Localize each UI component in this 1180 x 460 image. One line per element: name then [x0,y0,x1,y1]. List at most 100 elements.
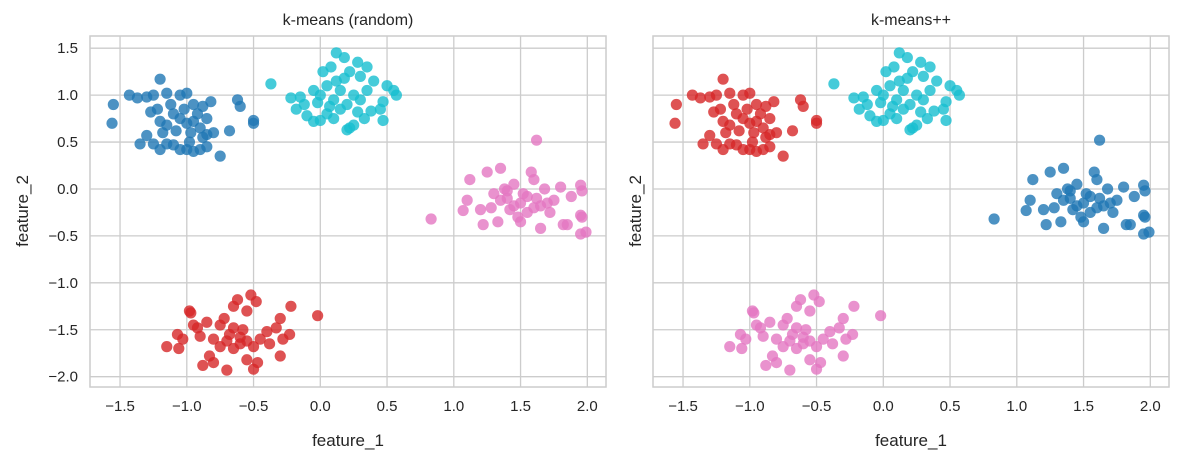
data-point-cluster-D [191,322,204,334]
data-point-cluster-D [770,333,783,345]
data-point-cluster-C [561,219,573,231]
data-point-cluster-B [853,103,865,115]
y-tick-label: −1.5 [48,322,78,339]
x-tick-label: 1.0 [443,398,464,415]
data-point-cluster-C [1097,200,1110,212]
data-point-cluster-B [888,61,900,73]
data-point-cluster-B [308,84,320,97]
data-point-cluster-A [786,125,799,137]
data-point-cluster-A [697,138,709,150]
data-point-cluster-C [1111,194,1123,206]
data-point-cluster-A [728,98,740,111]
data-point-cluster-B [354,94,366,106]
data-point-cluster-D [177,333,189,345]
data-point-cluster-B [871,84,883,97]
data-point-cluster-B [374,103,386,115]
data-point-cluster-B [344,122,356,134]
data-point-cluster-A [185,127,197,139]
data-point-cluster-A [107,98,119,111]
data-point-cluster-B [352,106,364,118]
data-point-cluster-B [901,72,913,84]
data-point-cluster-C [534,222,547,234]
x-tick-label: −0.5 [239,398,269,415]
data-point-cluster-C [477,219,489,231]
data-point-cluster-B [915,106,927,118]
data-point-cluster-C [494,194,507,206]
data-point-cluster-B [285,92,297,104]
data-point-cluster-A [746,136,759,148]
data-point-cluster-C [1077,216,1090,228]
data-point-cluster-C [565,190,577,203]
data-point-cluster-D [824,326,836,338]
data-point-cluster-A [147,89,160,101]
data-point-cluster-C [494,162,507,174]
data-point-cluster-D [254,333,266,345]
data-point-cluster-A [794,94,807,106]
x-axis-label: feature_1 [875,431,947,450]
data-point-cluster-D [813,295,825,308]
data-point-cluster-C [1091,173,1103,186]
x-tick-label: 1.0 [1006,398,1027,415]
data-point-cluster-C [1020,204,1032,217]
data-point-cluster-D [817,333,829,345]
data-point-cluster-A [733,125,745,137]
data-point-cluster-B [884,80,896,92]
data-point-cluster-D [194,330,206,342]
data-point-cluster-C [1084,190,1096,203]
data-point-cluster-D [837,350,849,362]
data-point-cluster-A [214,150,226,162]
data-point-cluster-D [263,338,276,350]
y-tick-label: 1.5 [57,40,78,57]
data-point-cluster-A [777,150,789,162]
data-point-cluster-D [274,312,286,325]
data-point-cluster-A [764,112,776,125]
data-point-cluster-B [924,61,936,73]
data-point-cluster-A [178,103,190,115]
data-point-cluster-C [530,134,543,146]
data-point-cluster-D [201,316,213,328]
data-point-cluster-B [937,103,949,115]
data-point-cluster-C [1071,200,1083,212]
data-point-cluster-D [173,342,185,355]
data-point-cluster-A [741,103,753,115]
data-point-cluster-A [201,112,213,125]
data-point-cluster-C [1107,206,1119,219]
data-point-cluster-A [141,129,153,142]
data-point-cluster-B [828,78,840,90]
data-point-cluster-B [928,105,940,117]
data-point-cluster-A [191,108,204,120]
data-point-cluster-C [1057,194,1070,206]
data-point-cluster-B [365,105,377,117]
data-point-cluster-A [154,73,166,85]
data-point-cluster-B [904,98,916,111]
data-point-cluster-C [1055,216,1067,228]
data-point-cluster-D [833,322,845,334]
data-point-cluster-C [538,183,551,195]
data-point-cluster-B [953,89,965,101]
data-point-cluster-C [425,213,437,225]
data-point-cluster-C [485,202,497,214]
data-point-cluster-B [338,51,350,64]
data-point-cluster-A [754,108,767,120]
data-point-cluster-C [1139,185,1151,197]
data-point-cluster-D [794,294,807,306]
data-point-cluster-D [724,341,736,353]
data-point-cluster-D [757,330,769,342]
data-point-cluster-C [555,181,567,193]
data-point-cluster-D [764,316,776,328]
data-point-cluster-A [744,87,756,99]
data-point-cluster-D [826,338,839,350]
data-point-cluster-B [848,92,860,104]
data-point-cluster-B [887,100,899,112]
data-point-cluster-D [814,356,827,369]
data-point-cluster-B [390,89,402,101]
data-point-cluster-D [754,322,767,334]
data-point-cluster-A [106,117,118,129]
x-tick-label: −0.5 [802,398,832,415]
data-point-cluster-C [988,213,1000,225]
data-point-cluster-B [875,97,887,109]
data-point-cluster-A [810,117,823,129]
data-point-cluster-A [205,96,217,108]
data-point-cluster-D [837,312,849,325]
data-point-cluster-D [740,333,752,345]
